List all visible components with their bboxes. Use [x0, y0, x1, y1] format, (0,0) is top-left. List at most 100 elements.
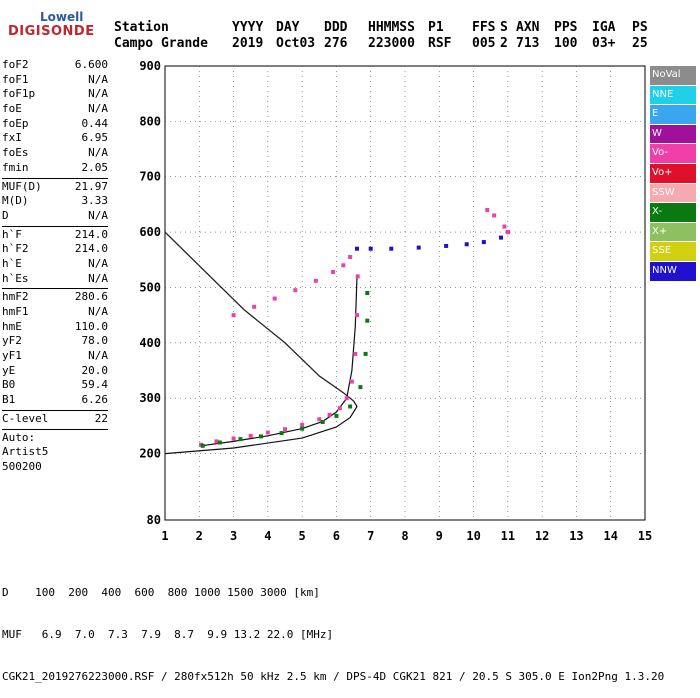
side-separator — [2, 225, 108, 227]
param-value: N/A — [88, 146, 108, 160]
legend-item: Vo+ — [650, 163, 696, 183]
param-name: M(D) — [2, 194, 29, 208]
header-cell: RSF — [428, 36, 452, 51]
x-tick-label: 2 — [196, 529, 203, 543]
echo-point — [331, 269, 335, 274]
param-name: foE — [2, 102, 22, 116]
x-tick-label: 1 — [161, 529, 168, 543]
side-param-row: C-level 22 — [2, 412, 108, 427]
legend-item: SSW — [650, 183, 696, 203]
echo-point — [272, 296, 277, 301]
side-param-row: h`F2 214.0 — [2, 242, 108, 257]
param-value: N/A — [88, 208, 108, 222]
side-separator — [2, 428, 108, 430]
param-name: foEp — [2, 116, 29, 130]
y-tick-label: 800 — [139, 114, 161, 128]
echo-point — [492, 213, 497, 218]
legend-item: NNW — [650, 261, 696, 281]
param-name: h`E — [2, 256, 22, 270]
param-name: h`F2 — [2, 242, 29, 256]
echo-point — [265, 430, 270, 435]
y-tick-label: 700 — [139, 170, 161, 184]
echo-point — [320, 420, 325, 425]
echo-point — [363, 351, 368, 356]
legend-item: SSE — [650, 242, 696, 261]
x-tick-label: 7 — [367, 529, 374, 543]
x-tick-label: 3 — [230, 529, 237, 543]
side-param-row: B1 6.26 — [2, 393, 108, 408]
side-param-row: fxI 6.95 — [2, 131, 108, 146]
side-param-row: yE 20.0 — [2, 364, 108, 379]
side-separator — [2, 409, 108, 411]
param-name: foF1 — [2, 72, 29, 86]
echo-point — [365, 291, 370, 295]
param-name: D — [2, 208, 9, 222]
param-value: 280.6 — [74, 290, 108, 304]
header-cell: HHMMSS — [368, 20, 415, 35]
side-separator — [2, 177, 108, 179]
y-tick-label: 500 — [139, 280, 161, 294]
legend-item: X+ — [650, 222, 696, 242]
param-value: 110.0 — [74, 319, 108, 333]
header-cell: Station — [114, 20, 169, 35]
y-tick-label: 900 — [139, 59, 161, 73]
param-name: foEs — [2, 146, 29, 160]
x-tick-label: 6 — [333, 529, 340, 543]
echo-point — [355, 274, 360, 279]
legend-item: Vo- — [650, 144, 696, 163]
header-cell: 005 — [472, 36, 496, 51]
param-name: B1 — [2, 393, 16, 407]
param-value: N/A — [88, 271, 108, 285]
side-param-row: M(D) 3.33 — [2, 194, 108, 209]
legend-item: NNE — [650, 85, 696, 105]
x-tick-label: 8 — [401, 529, 408, 543]
param-value: N/A — [88, 87, 108, 101]
y-tick-label: 600 — [139, 225, 161, 239]
side-param-row: foEs N/A — [2, 146, 108, 161]
param-value: N/A — [88, 305, 108, 318]
echo-point — [259, 434, 263, 439]
param-value: 78.0 — [81, 334, 109, 348]
param-value: 22 — [94, 411, 108, 425]
echo-point — [505, 230, 510, 235]
echo-point — [231, 313, 236, 318]
param-name: h`F — [2, 227, 22, 241]
header-cell: 2 — [500, 36, 508, 51]
echo-point — [368, 246, 373, 251]
param-value: N/A — [88, 256, 108, 270]
param-name: foF1p — [2, 87, 36, 101]
header-cell: 276 — [324, 36, 348, 51]
side-param-row: foEp 0.44 — [2, 117, 108, 132]
header-cell: 25 — [632, 36, 648, 51]
legend-item: X- — [650, 203, 696, 222]
echo-point — [353, 351, 358, 356]
echo-point — [317, 417, 322, 422]
echo-point — [238, 437, 243, 442]
x-tick-label: 14 — [603, 529, 617, 543]
x-tick-label: 15 — [638, 529, 652, 543]
param-name: yF1 — [2, 349, 22, 363]
side-param-row: h`E N/A — [2, 257, 108, 272]
echo-point — [300, 422, 305, 427]
x-tick-label: 13 — [569, 529, 583, 543]
echo-point — [341, 263, 346, 268]
echo-point — [283, 427, 287, 432]
side-panel: foF2 6.600 foF1 N/A foF1p N/A foE N/A foEp 0.44 fx… — [2, 58, 108, 475]
header-cell: PS — [632, 20, 648, 35]
param-name: hmE — [2, 319, 22, 333]
header-cell: S — [500, 20, 508, 35]
y-tick-label: 300 — [139, 391, 161, 405]
side-param-row: hmF2 280.6 — [2, 290, 108, 305]
y-tick-label: 80 — [147, 513, 161, 527]
header-cell: AXN — [516, 20, 540, 35]
x-tick-label: 9 — [436, 529, 443, 543]
param-name: h`Es — [2, 271, 29, 285]
echo-point — [389, 246, 394, 251]
header-cell: YYYY — [232, 20, 264, 35]
side-param-row: hmF1 N/A — [2, 305, 108, 320]
param-value: 6.26 — [81, 393, 109, 407]
legend-item: NoVal — [650, 66, 696, 85]
side-param-row: 500200 — [2, 460, 108, 475]
echo-point — [214, 439, 219, 444]
header-cell: DAY — [276, 20, 300, 35]
